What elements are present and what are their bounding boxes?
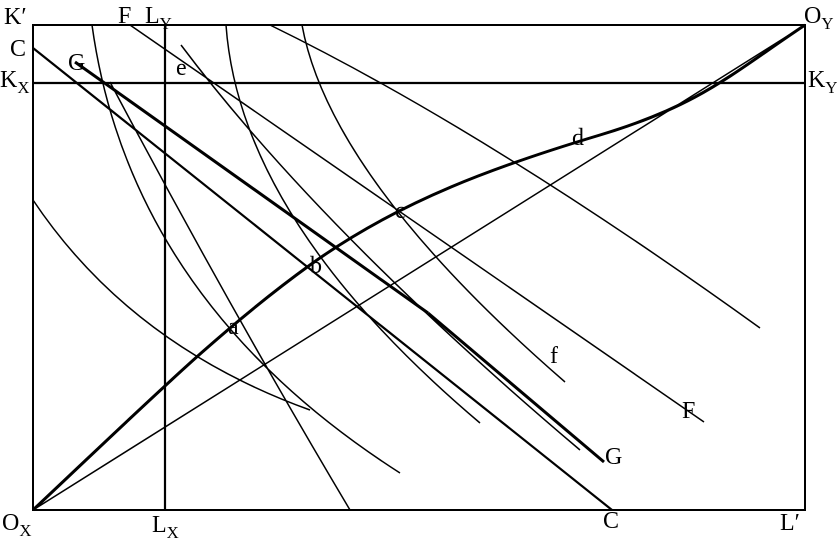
label-f: f: [550, 343, 558, 370]
label-kx: KX: [0, 67, 29, 98]
cc-line: [33, 48, 612, 510]
label-ky: KY: [808, 67, 837, 98]
label-c-top: C: [10, 36, 26, 63]
label-d: d: [572, 125, 584, 152]
label-lprime: L′: [780, 510, 800, 537]
ox-oy-diagonal: [33, 25, 805, 510]
label-ly: LY: [145, 3, 172, 34]
iso-d-toy: [270, 25, 760, 328]
label-g-bot: G: [605, 444, 622, 471]
label-f-top: F: [118, 3, 131, 30]
label-b: b: [310, 253, 322, 280]
label-f-bot: F: [682, 398, 695, 425]
ff-line: [130, 25, 704, 422]
iso-c-fromx: [302, 25, 565, 382]
label-g-top: G: [68, 50, 85, 77]
label-e: e: [176, 55, 187, 82]
gg-upper: [75, 62, 428, 313]
edgeworth-diagram: [0, 0, 837, 543]
iso-a-toy: [110, 82, 350, 510]
label-lx: LX: [152, 512, 179, 543]
label-kprime: K′: [4, 4, 27, 31]
label-oy: OY: [804, 3, 833, 34]
label-c-bot: C: [603, 508, 619, 535]
label-ox: OX: [2, 510, 31, 541]
iso-a-fromx: [92, 25, 400, 473]
label-a: a: [228, 314, 239, 341]
label-c: c: [395, 198, 406, 225]
